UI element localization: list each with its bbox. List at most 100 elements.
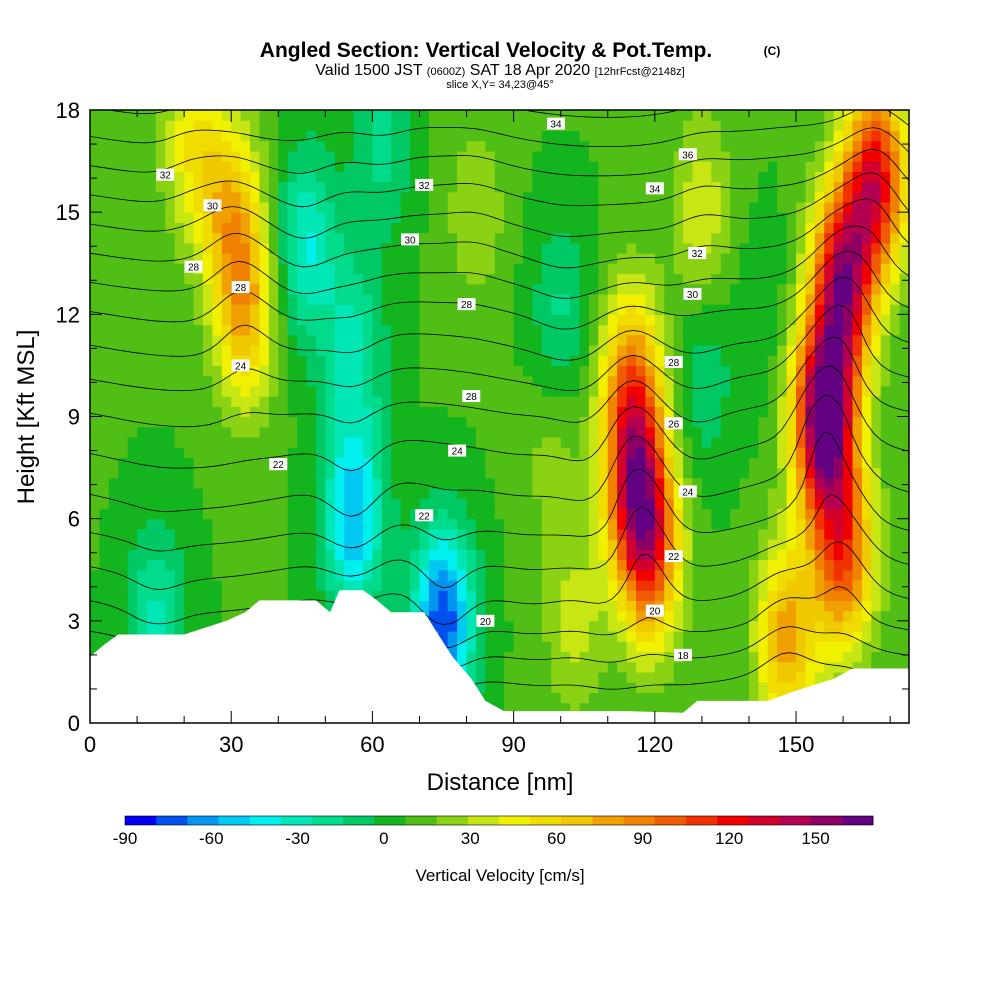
velocity-cell	[99, 232, 110, 244]
velocity-cell	[457, 528, 468, 540]
velocity-cell	[315, 253, 326, 264]
velocity-cell	[231, 385, 242, 397]
velocity-cell	[353, 130, 364, 142]
velocity-cell	[805, 334, 816, 346]
velocity-cell	[654, 161, 665, 172]
velocity-cell	[730, 161, 741, 172]
velocity-cell	[636, 682, 647, 693]
velocity-cell	[240, 334, 251, 346]
velocity-cell	[231, 304, 242, 315]
velocity-cell	[165, 406, 176, 418]
velocity-cell	[758, 447, 769, 458]
velocity-cell	[739, 161, 750, 172]
velocity-cell	[155, 242, 166, 254]
velocity-cell	[475, 171, 486, 183]
velocity-cell	[654, 263, 665, 275]
velocity-cell	[579, 263, 590, 275]
velocity-cell	[654, 232, 665, 244]
velocity-cell	[833, 447, 844, 458]
velocity-cell	[692, 477, 703, 489]
velocity-cell	[551, 283, 562, 295]
velocity-cell	[259, 549, 270, 561]
velocity-cell	[588, 457, 599, 469]
velocity-cell	[683, 334, 694, 346]
velocity-cell	[494, 610, 505, 622]
velocity-cell	[654, 416, 665, 428]
velocity-cell	[485, 263, 496, 275]
velocity-cell	[720, 559, 731, 571]
velocity-cell	[513, 273, 524, 285]
velocity-cell	[683, 498, 694, 510]
velocity-cell	[711, 181, 722, 193]
velocity-cell	[334, 242, 345, 254]
velocity-cell	[579, 232, 590, 244]
velocity-cell	[532, 120, 543, 132]
velocity-cell	[353, 304, 364, 315]
velocity-cell	[108, 344, 119, 356]
velocity-cell	[334, 518, 345, 530]
velocity-cell	[814, 171, 825, 183]
velocity-cell	[278, 406, 289, 418]
velocity-cell	[588, 232, 599, 244]
velocity-cell	[90, 416, 101, 428]
velocity-cell	[513, 590, 524, 601]
velocity-cell	[805, 161, 816, 172]
velocity-cell	[852, 436, 863, 448]
velocity-cell	[720, 426, 731, 438]
velocity-cell	[560, 488, 571, 499]
velocity-cell	[372, 304, 383, 315]
velocity-cell	[570, 171, 581, 183]
velocity-cell	[636, 212, 647, 223]
velocity-cell	[814, 610, 825, 622]
velocity-cell	[118, 569, 129, 581]
velocity-cell	[174, 304, 185, 315]
velocity-cell	[513, 426, 524, 438]
velocity-cell	[701, 222, 712, 234]
velocity-cell	[372, 344, 383, 356]
velocity-cell	[137, 385, 148, 397]
velocity-cell	[127, 201, 138, 213]
velocity-cell	[843, 396, 854, 407]
velocity-cell	[287, 396, 298, 407]
velocity-cell	[475, 355, 486, 367]
velocity-cell	[268, 181, 279, 193]
velocity-cell	[673, 283, 684, 295]
velocity-cell	[654, 293, 665, 305]
velocity-cell	[287, 426, 298, 438]
velocity-cell	[617, 631, 628, 642]
velocity-cell	[438, 539, 449, 550]
velocity-cell	[570, 212, 581, 223]
velocity-cell	[363, 120, 374, 132]
velocity-cell	[372, 283, 383, 295]
velocity-cell	[588, 130, 599, 142]
velocity-cell	[814, 212, 825, 223]
velocity-cell	[730, 222, 741, 234]
velocity-cell	[560, 181, 571, 193]
velocity-cell	[419, 334, 430, 346]
velocity-cell	[372, 293, 383, 305]
velocity-cell	[551, 304, 562, 315]
velocity-cell	[363, 253, 374, 264]
velocity-cell	[570, 498, 581, 510]
velocity-cell	[645, 365, 656, 377]
velocity-cell	[748, 692, 759, 704]
velocity-cell	[796, 232, 807, 244]
velocity-cell	[155, 528, 166, 540]
velocity-cell	[692, 488, 703, 499]
velocity-cell	[174, 416, 185, 428]
velocity-cell	[701, 579, 712, 591]
velocity-cell	[137, 201, 148, 213]
velocity-cell	[683, 314, 694, 326]
velocity-cell	[334, 498, 345, 510]
velocity-cell	[410, 498, 421, 510]
velocity-cell	[278, 590, 289, 601]
velocity-cell	[570, 140, 581, 152]
velocity-cell	[626, 181, 637, 193]
velocity-cell	[447, 253, 458, 264]
velocity-cell	[767, 161, 778, 172]
velocity-cell	[428, 498, 439, 510]
velocity-cell	[334, 375, 345, 387]
velocity-cell	[372, 559, 383, 571]
velocity-cell	[664, 447, 675, 458]
velocity-cell	[287, 416, 298, 428]
